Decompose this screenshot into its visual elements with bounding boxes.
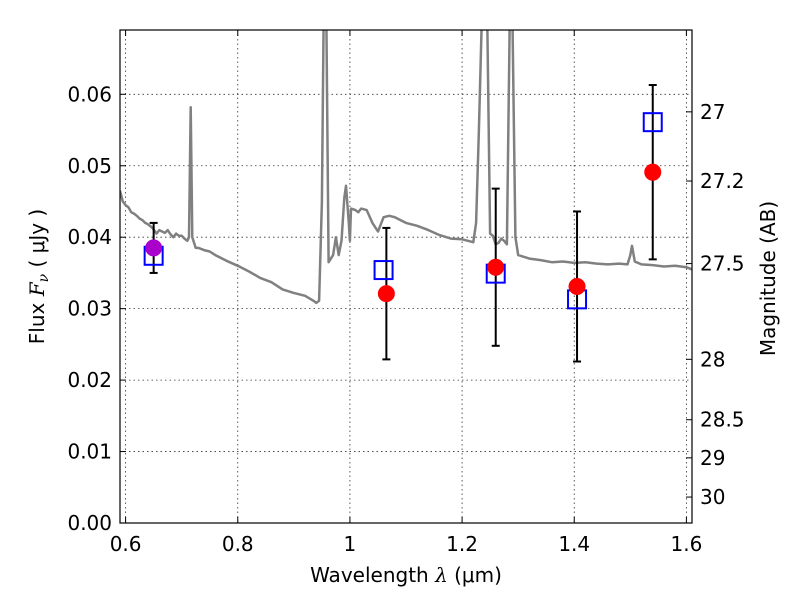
- y-axis-label-post: ( μJy ): [25, 209, 49, 274]
- y-axis-label-symbol: F: [25, 281, 49, 297]
- y-tick-label: 0.06: [67, 82, 112, 106]
- right-tick-label: 27.5: [700, 252, 745, 276]
- right-tick-label: 27.2: [700, 169, 745, 193]
- axes-frame: [119, 29, 693, 524]
- grid-lines: [120, 30, 692, 524]
- template-spectrum-layer: [120, 30, 692, 305]
- y-tick-label: 0.03: [67, 297, 112, 321]
- observed-alt-marker: [145, 239, 163, 257]
- y-axis-label-subscript: ν: [36, 273, 52, 282]
- x-tick-label: 0.6: [110, 532, 142, 556]
- x-axis-label-symbol: λ: [434, 563, 448, 587]
- right-axis-label: Magnitude (AB): [756, 201, 780, 356]
- ticks: 0.6 0.8 1 1.2 1.4 1.6 0.00 0.01 0.02 0.03 0.04 0.05…: [67, 30, 745, 556]
- y-tick-label: 0.00: [67, 511, 112, 535]
- x-tick-label: 1: [344, 532, 357, 556]
- right-tick-label: 29: [700, 446, 725, 470]
- y-axis-label: Flux Fν ( μJy ): [25, 209, 52, 344]
- observed-marker: [568, 278, 586, 296]
- template-spectrum-line: [120, 30, 692, 305]
- x-axis-label: Wavelength λ (μm): [310, 563, 502, 587]
- observed-marker: [377, 285, 395, 303]
- x-tick-label: 0.8: [222, 532, 254, 556]
- model-marker: [373, 260, 394, 281]
- x-tick-label: 1.6: [670, 532, 702, 556]
- x-tick-label: 1.2: [446, 532, 478, 556]
- x-axis-label-pre: Wavelength: [310, 563, 435, 587]
- x-tick-label: 1.4: [558, 532, 590, 556]
- y-tick-label: 0.02: [67, 368, 112, 392]
- plot-area-background: [120, 30, 692, 523]
- observed-marker: [644, 163, 662, 181]
- observed-marker: [487, 258, 505, 276]
- right-tick-label: 27: [700, 100, 725, 124]
- model-marker: [642, 112, 663, 133]
- axes: [119, 29, 693, 524]
- right-tick-label: 28: [700, 347, 725, 371]
- markers: [143, 112, 663, 310]
- y-tick-label: 0.01: [67, 440, 112, 464]
- y-tick-label: 0.04: [67, 225, 112, 249]
- right-tick-label: 28.5: [700, 408, 745, 432]
- y-axis-label-pre: Flux: [25, 296, 49, 344]
- y-tick-label: 0.05: [67, 154, 112, 178]
- right-tick-label: 30: [700, 485, 725, 509]
- x-axis-label-post: (μm): [448, 563, 502, 587]
